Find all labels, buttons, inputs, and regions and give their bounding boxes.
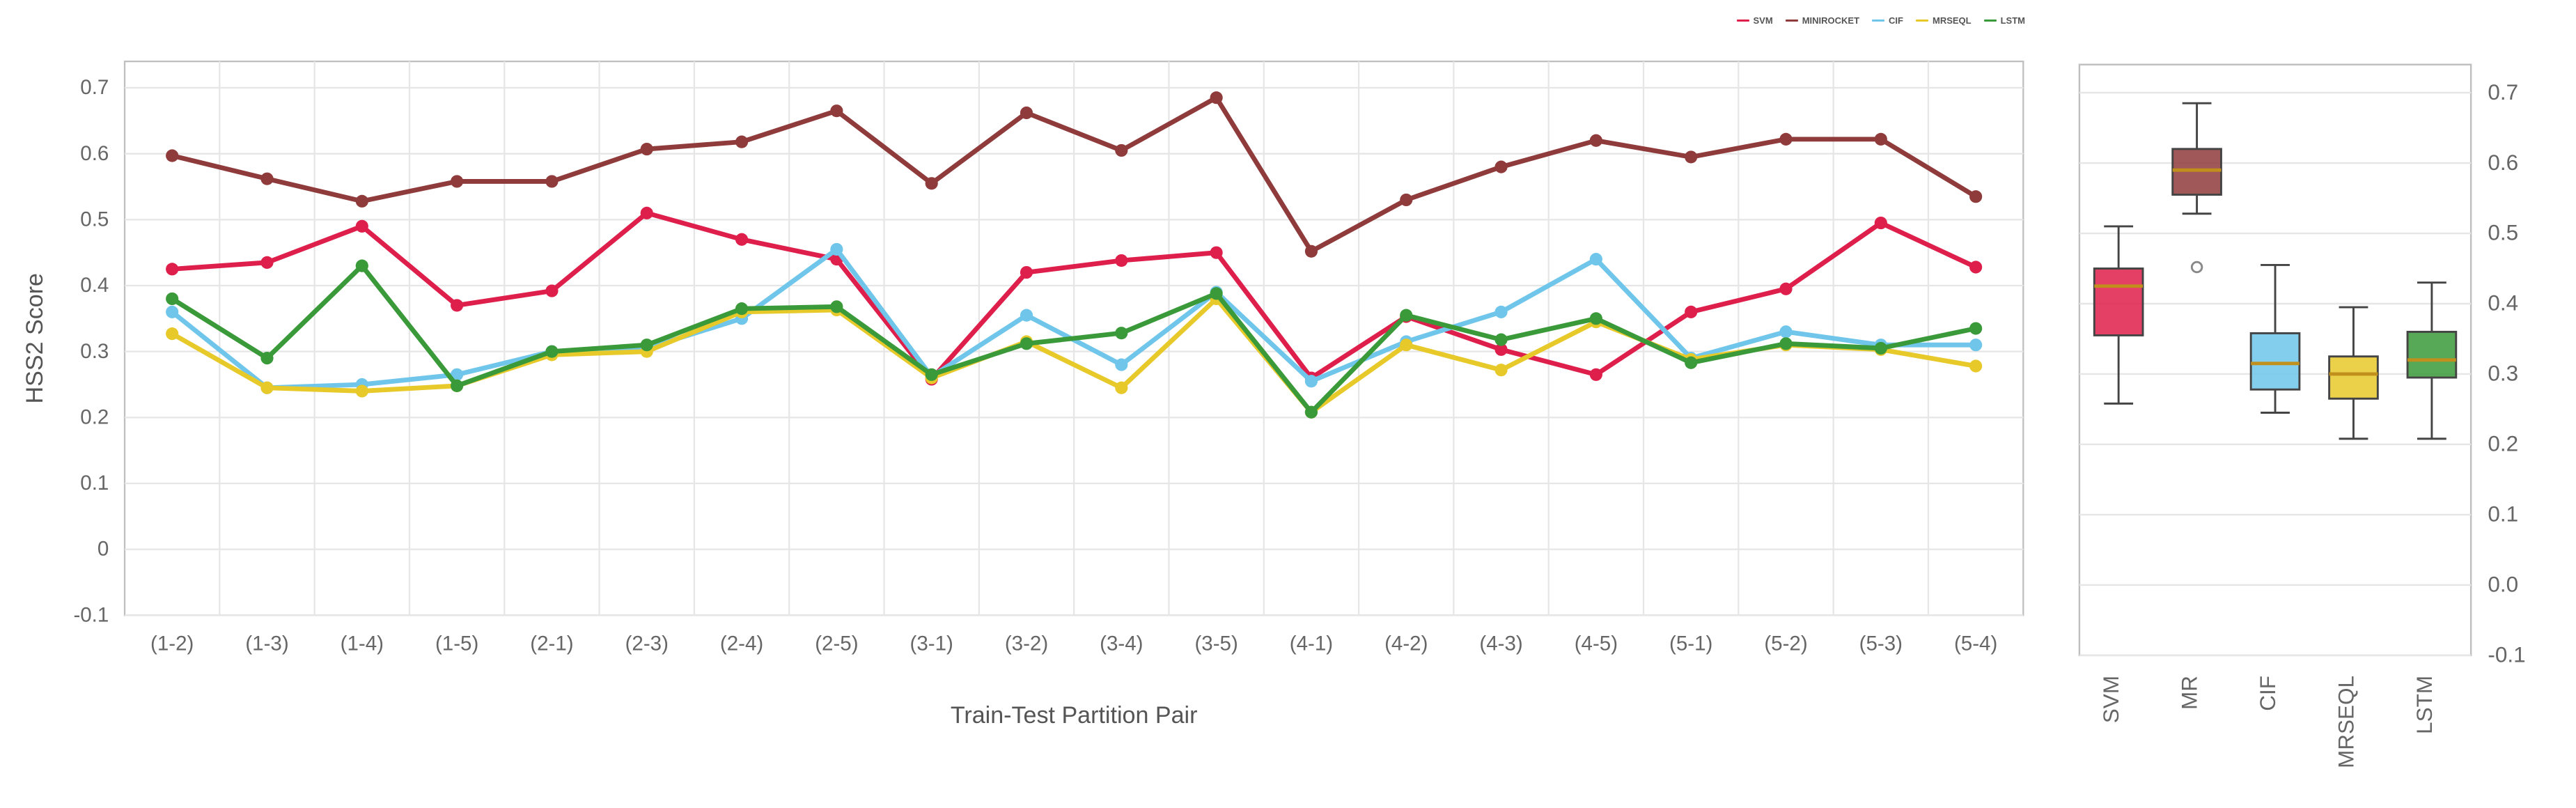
line-chart-legend: SVM MINIROCKET CIF MRSEQL LSTM xyxy=(1737,15,2025,26)
svg-text:0.3: 0.3 xyxy=(80,340,109,363)
boxplot-panel: -0.1 0.0 0.1 0.2 0.3 0.4 0.5 0.6 0.7 SVM MR CIF MRSE… xyxy=(2056,14,2562,794)
svg-text:0.1: 0.1 xyxy=(80,472,109,495)
legend-item: MINIROCKET xyxy=(1786,15,1859,26)
svg-text:(3-2): (3-2) xyxy=(1005,632,1048,655)
legend-item: CIF xyxy=(1872,15,1903,26)
svg-text:0.3: 0.3 xyxy=(2488,361,2518,386)
svg-text:0.4: 0.4 xyxy=(80,274,109,297)
svg-text:(4-3): (4-3) xyxy=(1479,632,1522,655)
svg-text:-0.1: -0.1 xyxy=(2488,642,2525,667)
svg-text:0.4: 0.4 xyxy=(2488,290,2518,316)
svg-text:0.6: 0.6 xyxy=(80,142,109,165)
svg-text:(2-3): (2-3) xyxy=(625,632,669,655)
svg-text:HSS2 Score: HSS2 Score xyxy=(22,273,48,403)
line-chart-panel: SVM MINIROCKET CIF MRSEQL LSTM -0.1 0 0.1 0.2 0.… xyxy=(14,14,2039,794)
svg-text:(3-1): (3-1) xyxy=(910,632,953,655)
svg-text:(1-5): (1-5) xyxy=(435,632,478,655)
svg-text:LSTM: LSTM xyxy=(2412,676,2437,734)
svg-text:0.5: 0.5 xyxy=(2488,220,2518,245)
svg-text:(4-1): (4-1) xyxy=(1290,632,1333,655)
svg-text:(2-1): (2-1) xyxy=(530,632,573,655)
line-chart-svg: -0.1 0 0.1 0.2 0.3 0.4 0.5 0.6 0.7 (1-2) (1-3) (1-4… xyxy=(14,14,2039,742)
svg-text:0.1: 0.1 xyxy=(2488,502,2518,527)
svg-text:0: 0 xyxy=(97,538,109,561)
svg-text:(4-5): (4-5) xyxy=(1575,632,1618,655)
svg-text:0.2: 0.2 xyxy=(80,405,109,428)
svg-text:Train-Test Partition Pair: Train-Test Partition Pair xyxy=(951,702,1198,729)
svg-text:MR: MR xyxy=(2177,676,2202,710)
legend-item: LSTM xyxy=(1984,15,2025,26)
svg-text:CIF: CIF xyxy=(2255,676,2280,711)
svg-text:0.7: 0.7 xyxy=(2488,79,2518,104)
svg-text:(1-3): (1-3) xyxy=(245,632,288,655)
legend-item: SVM xyxy=(1737,15,1773,26)
svg-text:SVM: SVM xyxy=(2098,676,2123,723)
svg-text:(1-2): (1-2) xyxy=(150,632,194,655)
svg-text:(5-2): (5-2) xyxy=(1764,632,1807,655)
svg-text:(3-4): (3-4) xyxy=(1100,632,1143,655)
svg-text:0.2: 0.2 xyxy=(2488,431,2518,456)
svg-text:(2-4): (2-4) xyxy=(720,632,763,655)
svg-text:(3-5): (3-5) xyxy=(1194,632,1238,655)
svg-text:-0.1: -0.1 xyxy=(73,603,109,626)
chart-row: SVM MINIROCKET CIF MRSEQL LSTM -0.1 0 0.1 0.2 0.… xyxy=(14,14,2562,794)
svg-text:(5-4): (5-4) xyxy=(1954,632,1997,655)
svg-text:0.0: 0.0 xyxy=(2488,572,2518,597)
svg-text:(4-2): (4-2) xyxy=(1384,632,1428,655)
svg-text:0.6: 0.6 xyxy=(2488,150,2518,175)
svg-text:0.5: 0.5 xyxy=(80,208,109,231)
boxplot-svg: -0.1 0.0 0.1 0.2 0.3 0.4 0.5 0.6 0.7 SVM MR CIF MRSE… xyxy=(2056,14,2562,791)
svg-text:(1-4): (1-4) xyxy=(341,632,384,655)
svg-text:MRSEQL: MRSEQL xyxy=(2333,676,2358,768)
svg-text:0.7: 0.7 xyxy=(80,76,109,99)
svg-text:(5-1): (5-1) xyxy=(1669,632,1712,655)
legend-item: MRSEQL xyxy=(1916,15,1972,26)
svg-text:(2-5): (2-5) xyxy=(815,632,858,655)
svg-text:(5-3): (5-3) xyxy=(1859,632,1903,655)
